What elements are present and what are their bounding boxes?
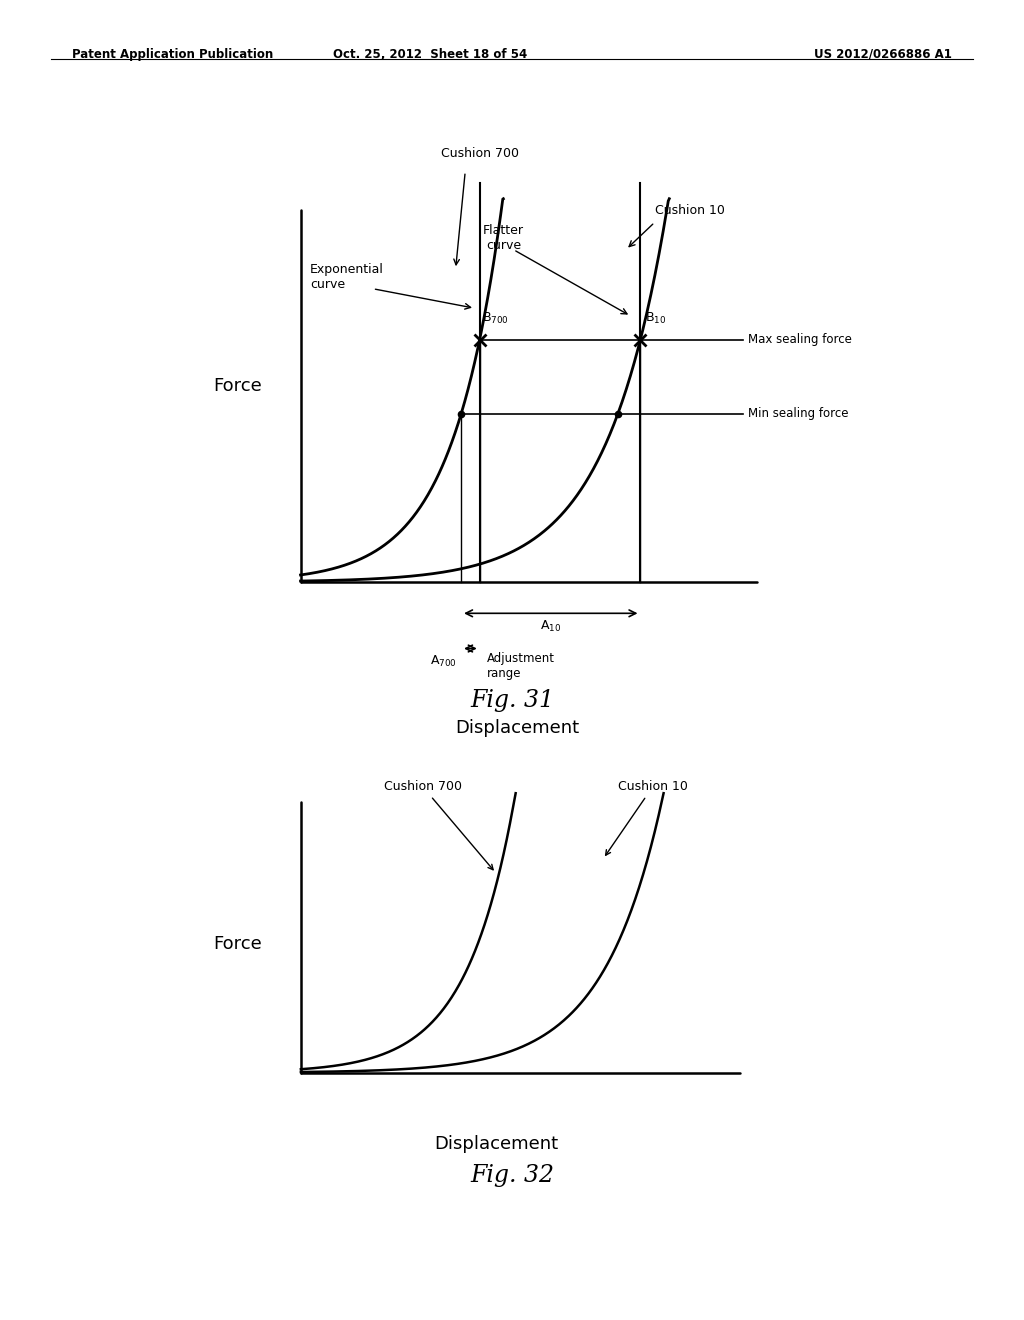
Text: Force: Force <box>214 378 262 396</box>
Text: Cushion 700: Cushion 700 <box>384 780 494 870</box>
Text: Cushion 10: Cushion 10 <box>654 205 725 216</box>
Text: Flatter
curve: Flatter curve <box>483 224 524 252</box>
Text: US 2012/0266886 A1: US 2012/0266886 A1 <box>814 48 952 61</box>
Text: Patent Application Publication: Patent Application Publication <box>72 48 273 61</box>
Text: Displacement: Displacement <box>455 719 579 737</box>
Text: Oct. 25, 2012  Sheet 18 of 54: Oct. 25, 2012 Sheet 18 of 54 <box>333 48 527 61</box>
Text: Displacement: Displacement <box>434 1135 558 1154</box>
Text: B$_{10}$: B$_{10}$ <box>645 310 667 326</box>
Text: Fig. 32: Fig. 32 <box>470 1164 554 1187</box>
Text: Exponential
curve: Exponential curve <box>310 263 384 290</box>
Text: Cushion 700: Cushion 700 <box>440 147 519 160</box>
Text: B$_{700}$: B$_{700}$ <box>482 310 509 326</box>
Text: Min sealing force: Min sealing force <box>748 408 848 420</box>
Text: A$_{10}$: A$_{10}$ <box>540 619 561 635</box>
Text: Force: Force <box>213 936 262 953</box>
Text: Fig. 31: Fig. 31 <box>470 689 554 711</box>
Text: Cushion 10: Cushion 10 <box>605 780 688 855</box>
Text: Max sealing force: Max sealing force <box>748 333 852 346</box>
Text: A$_{700}$: A$_{700}$ <box>429 655 457 669</box>
Text: Adjustment
range: Adjustment range <box>486 652 555 680</box>
